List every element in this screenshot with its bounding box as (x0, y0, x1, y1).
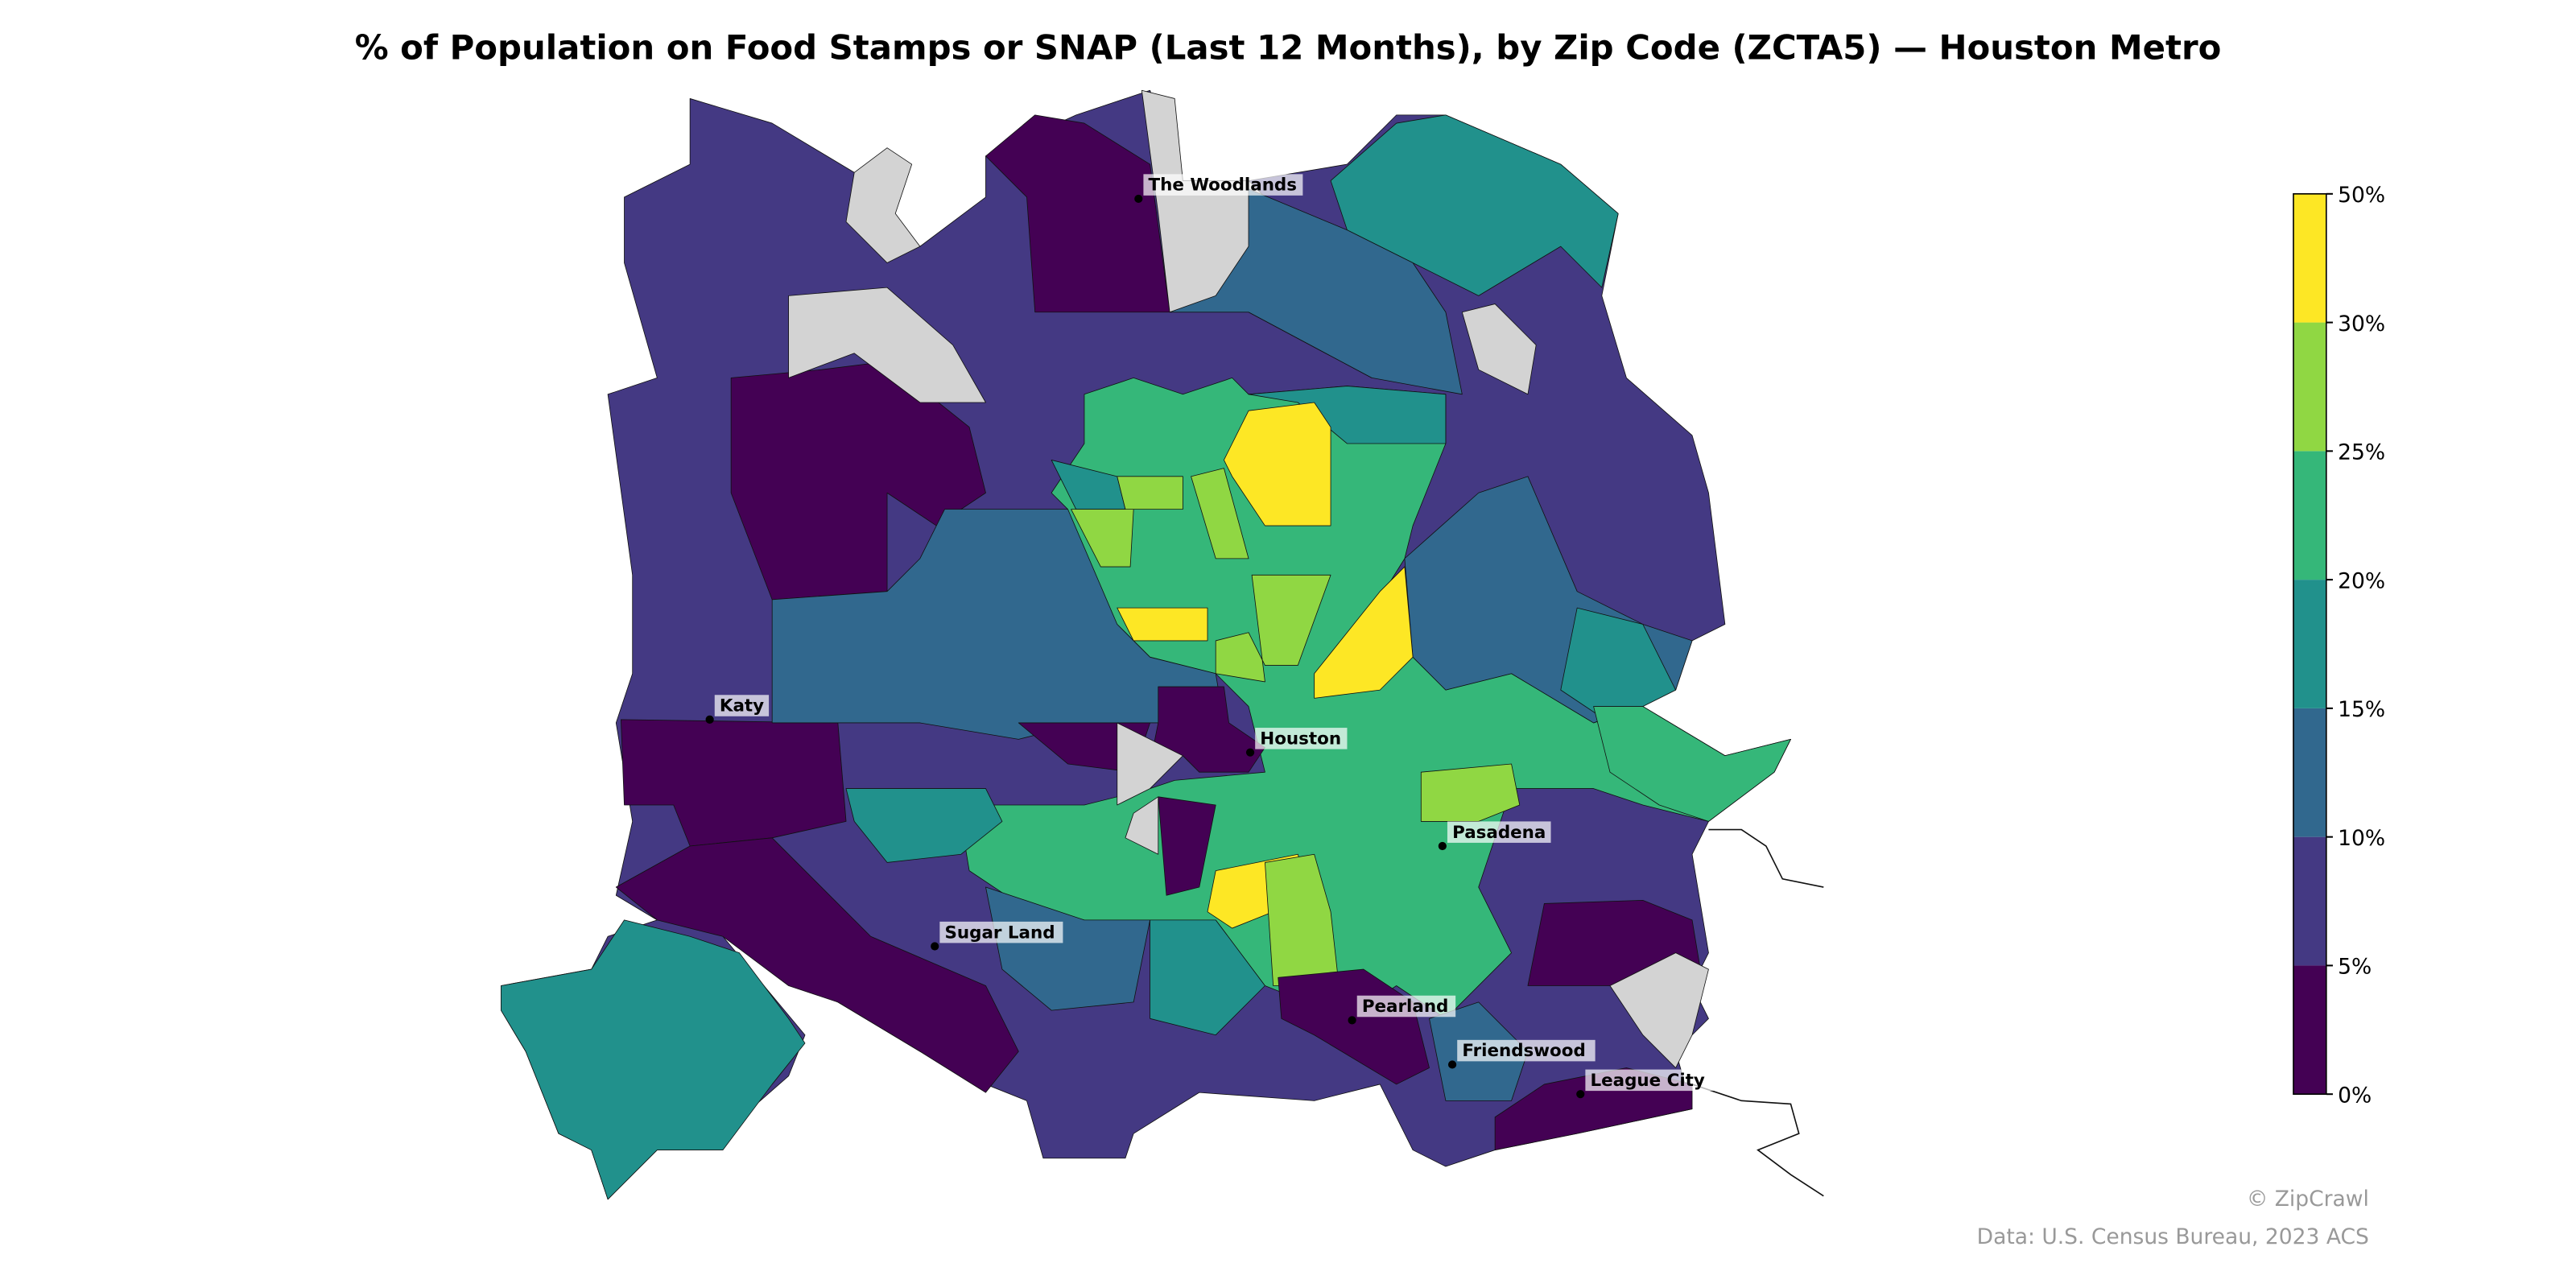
zip-area-no-data (845, 147, 921, 263)
zip-area-no-data (1125, 796, 1159, 855)
city-marker-houston: Houston (1245, 728, 1348, 757)
city-marker-katy: Katy (705, 695, 770, 724)
city-marker-pasadena: Pasadena (1438, 821, 1551, 851)
city-label: Houston (1260, 729, 1341, 749)
brand-credit: © ZipCrawl (2247, 1187, 2369, 1212)
colorbar-tick-label: 10% (2338, 826, 2385, 851)
zip-area (615, 837, 1019, 1093)
zip-area-no-data (1609, 952, 1709, 1068)
colorbar-bin (2293, 836, 2326, 966)
zip-area (1215, 574, 1331, 683)
zip-area (1158, 796, 1216, 896)
zip-area (1593, 706, 1791, 822)
colorbar-bin (2293, 451, 2326, 580)
zip-area (1314, 566, 1414, 699)
city-label: The Woodlands (1149, 175, 1297, 196)
city-marker-league-city: League City (1576, 1069, 1714, 1099)
colorbar-tick-label: 0% (2338, 1083, 2372, 1108)
city-marker-sugar-land: Sugar Land (931, 921, 1063, 951)
zip-area-no-data (1117, 722, 1183, 806)
colorbar-bin (2293, 965, 2326, 1095)
zip-map (501, 89, 1791, 1200)
zip-area (1191, 468, 1249, 559)
zip-area (985, 886, 1150, 1011)
zip-area (1265, 853, 1340, 986)
zip-area (1420, 763, 1521, 822)
colorbar-bin (2293, 193, 2326, 323)
zip-area (1117, 476, 1183, 510)
colorbar-frame (2293, 193, 2327, 1095)
colorbar-bin (2293, 580, 2326, 708)
zip-area (1071, 509, 1134, 568)
city-labels: The Woodlands Katy Houston Pasadena Suga… (705, 174, 1714, 1099)
city-marker-the-woodlands: The Woodlands (1134, 174, 1303, 204)
colorbar-tick-label: 5% (2338, 955, 2372, 980)
zip-area (1150, 919, 1265, 1036)
city-label: Katy (720, 696, 764, 716)
zip-area (1169, 188, 1463, 395)
colorbar-tick-label: 25% (2338, 440, 2385, 465)
zip-area-no-data (788, 287, 986, 403)
colorbar-tick-label: 15% (2338, 697, 2385, 722)
coastline-segment (1708, 828, 1824, 888)
city-label: Friendswood (1462, 1041, 1585, 1061)
city-label: Sugar Land (944, 923, 1055, 943)
zip-area (501, 919, 806, 1200)
zip-area (1248, 386, 1447, 444)
zip-area-no-data (1461, 303, 1537, 395)
colorbar-tick-label: 50% (2338, 183, 2385, 208)
colorbar-tick-label: 30% (2338, 312, 2385, 336)
city-label: Pearland (1362, 997, 1449, 1017)
coastline-segment (1691, 1084, 1824, 1197)
zip-area (1224, 402, 1331, 526)
colorbar-legend: 0% 5% 10% 15% 20% 25% 30% 50% (2293, 183, 2385, 1108)
colorbar-bin (2293, 322, 2326, 452)
coastline (1691, 828, 1824, 1197)
zip-area (1117, 607, 1208, 642)
city-marker-friendswood: Friendswood (1447, 1039, 1596, 1069)
city-label: League City (1591, 1071, 1705, 1091)
data-source-credit: Data: U.S. Census Bureau, 2023 ACS (1977, 1224, 2369, 1249)
map-title: % of Population on Food Stamps or SNAP (… (355, 27, 2222, 67)
city-label: Pasadena (1452, 823, 1546, 843)
colorbar-bin (2293, 708, 2326, 837)
zip-area (845, 788, 1003, 863)
colorbar-tick-label: 20% (2338, 568, 2385, 593)
city-marker-pearland: Pearland (1348, 995, 1456, 1025)
